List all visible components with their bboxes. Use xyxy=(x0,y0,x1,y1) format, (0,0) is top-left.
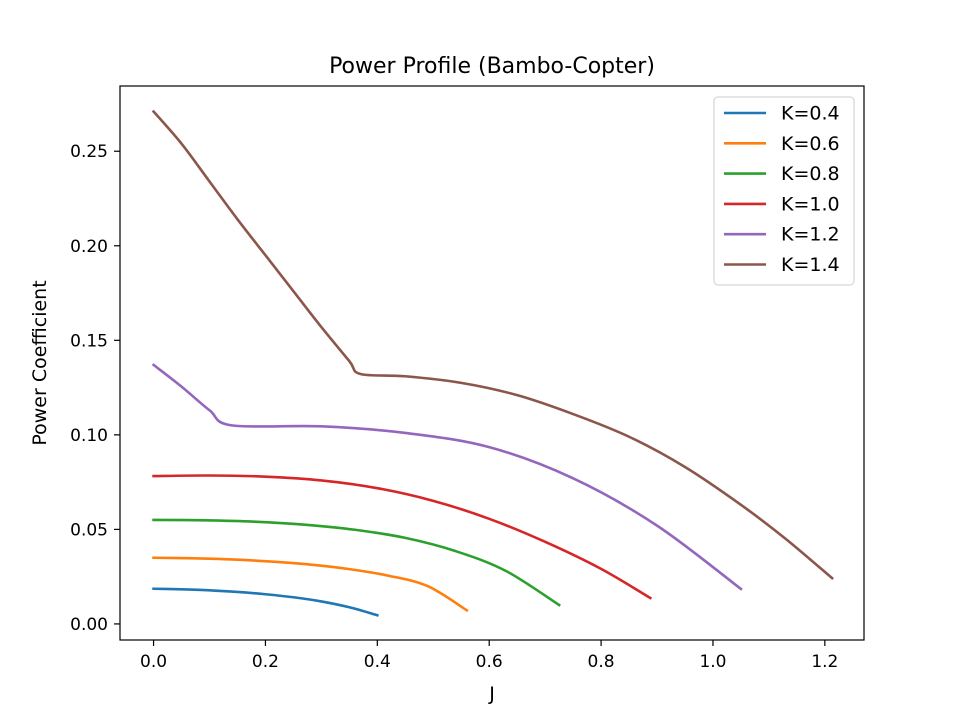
y-tick-label: 0.20 xyxy=(70,237,108,257)
series-line-k-0-6 xyxy=(152,556,469,613)
chart-title: Power Profile (Bambo-Copter) xyxy=(329,54,655,79)
legend-label-k-1-4: K=1.4 xyxy=(781,254,840,276)
x-axis-label: J xyxy=(488,683,495,705)
legend-label-k-0-6: K=0.6 xyxy=(781,133,840,155)
x-tick-label: 0.2 xyxy=(252,652,279,672)
legend-entries: K=0.4 K=0.6 K=0.8 K=1.0 K=1.2 K=1.4 xyxy=(724,103,840,276)
x-tick-label: 0.6 xyxy=(476,652,503,672)
y-tick-label: 0.05 xyxy=(70,520,108,540)
x-axis: 0.0 0.2 0.4 0.6 0.8 1.0 1.2 xyxy=(140,640,838,672)
x-tick-label: 1.0 xyxy=(699,652,726,672)
plot-area: 0.0 0.2 0.4 0.6 0.8 1.0 1.2 0.000.050.100.150.… xyxy=(70,85,865,672)
legend-label-k-1-2: K=1.2 xyxy=(781,224,840,246)
series-line-k-0-4 xyxy=(152,587,379,617)
legend-label-k-0-4: K=0.4 xyxy=(781,103,840,125)
series-line-k-1-4 xyxy=(151,109,834,581)
axes-frame xyxy=(119,85,865,641)
y-axis: 0.00 0.05 0.10 0.15 0.20 0.25 xyxy=(70,142,120,635)
y-tick-label: 0.25 xyxy=(70,142,108,162)
y-tick-label: 0.00 xyxy=(70,615,108,635)
x-tick-label: 0.4 xyxy=(364,652,391,672)
x-tick-label: 1.2 xyxy=(811,652,838,672)
series-layer xyxy=(151,109,834,617)
y-axis-label: Power Coefficient xyxy=(29,280,51,445)
x-tick-label: 0.8 xyxy=(588,652,615,672)
series-line-k-1-0 xyxy=(152,474,653,600)
legend-label-k-0-8: K=0.8 xyxy=(781,163,840,185)
y-tick-label: 0.10 xyxy=(70,426,108,446)
series-line-k-1-2 xyxy=(151,363,743,591)
legend: K=0.4 K=0.6 K=0.8 K=1.0 K=1.2 K=1.4 xyxy=(713,96,855,286)
y-tick-label: 0.15 xyxy=(70,331,108,351)
series-line-k-0-8 xyxy=(152,518,561,607)
legend-label-k-1-0: K=1.0 xyxy=(781,193,840,215)
x-tick-label: 0.0 xyxy=(140,652,167,672)
